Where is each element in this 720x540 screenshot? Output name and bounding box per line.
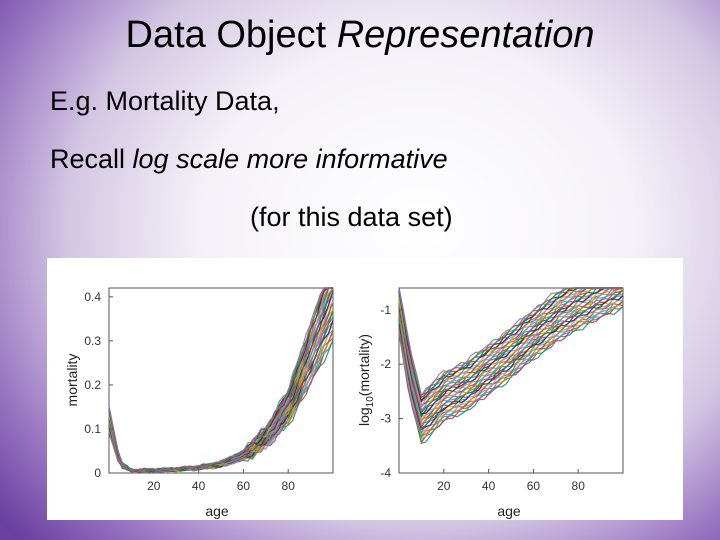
line2-prefix: Recall [50,144,133,174]
left-y-axis-label: mortality [64,354,80,407]
title-italic: Representation [336,14,595,56]
right-plot-frame [398,287,624,474]
right-curves [398,287,624,445]
right-x-tick-label: 80 [572,479,586,493]
left-series-curve [108,329,334,474]
right-y-axis-label: log10(mortality) [356,334,376,426]
right-series-curve [398,287,623,421]
right-y-tick-label: -3 [380,412,391,426]
right-y-tick-label: -1 [380,303,391,317]
right-series-curve [398,306,624,443]
bullet-line-1: E.g. Mortality Data, [50,86,280,116]
left-x-ticks: 20 40 60 80 [147,469,295,493]
left-y-tick-label: 0 [94,466,101,480]
right-series-curve [398,300,624,437]
title-main: Data Object [125,14,337,56]
left-y-tick-label: 0.1 [84,422,101,436]
right-series-curve [398,287,623,409]
left-x-axis-label: age [205,503,229,519]
right-y-tick-label: -2 [380,357,391,371]
right-x-tick-label: 40 [482,479,496,493]
right-series-curve [398,295,624,435]
left-series-curve [108,287,333,473]
left-x-tick-label: 60 [237,479,251,493]
left-x-tick-label: 40 [192,479,206,493]
left-y-ticks: 0 0.1 0.2 0.3 0.4 [84,290,113,480]
left-y-tick-label: 0.2 [84,378,101,392]
left-x-tick-label: 20 [147,479,161,493]
right-x-axis-label: age [497,503,521,519]
left-series-curve [108,310,334,473]
ylabel-log: log [356,407,372,426]
right-x-ticks: 20 40 60 80 [437,469,585,493]
left-y-tick-label: 0.3 [84,334,101,348]
right-series-curve [398,287,623,415]
right-x-tick-label: 20 [437,479,451,493]
right-y-tick-label: -4 [380,466,391,480]
right-series-curve [398,287,623,398]
left-plot-frame [108,287,334,474]
left-x-tick-label: 80 [282,479,296,493]
left-series-curve [108,287,333,472]
mortality-charts-svg: 20 40 60 80 0 0.1 0.2 0.3 0.4 age mortality 20 4… [64,287,624,519]
left-y-tick-label: 0.4 [84,290,101,304]
ylabel-rest: (mortality) [356,334,372,396]
right-series-curve [398,295,624,431]
linear-mortality-plot: 20 40 60 80 0 0.1 0.2 0.3 0.4 age mortality [64,287,334,519]
line2-italic: log scale more informative [132,144,448,174]
bullet-line-2: Recall log scale more informative [50,144,448,175]
left-series-curve [108,290,334,473]
right-series-curve [398,299,624,440]
left-curves [108,287,334,474]
log-mortality-plot: 20 40 60 80 -1 -2 -3 -4 age log10(mortality) [356,287,624,519]
bullet-line-3: (for this data set) [250,202,453,232]
slide-title: Data Object Representation [0,14,720,57]
right-y-ticks: -1 -2 -3 -4 [380,303,403,480]
mortality-figure: 20 40 60 80 0 0.1 0.2 0.3 0.4 age mortality 20 4… [47,258,683,520]
left-series-curve [108,309,334,474]
right-x-tick-label: 60 [527,479,541,493]
left-series-curve [108,310,334,473]
ylabel-sub: 10 [365,396,376,408]
